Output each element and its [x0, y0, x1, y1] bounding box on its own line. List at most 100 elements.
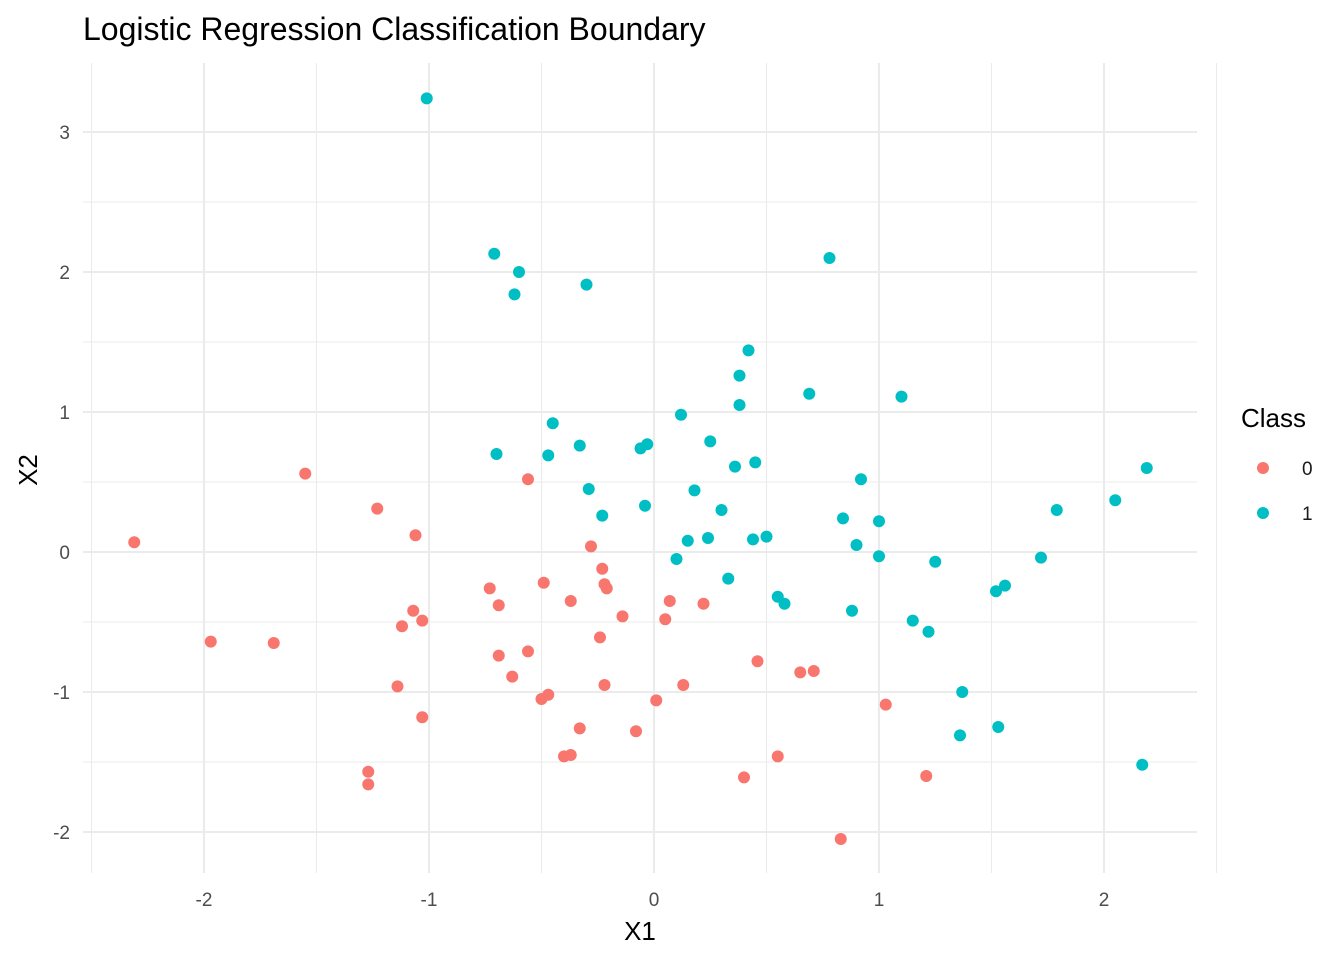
data-point-class-0	[794, 666, 807, 679]
data-point-class-1	[580, 278, 593, 291]
data-point-class-0	[362, 765, 375, 778]
data-point-class-1	[681, 534, 694, 547]
data-point-class-1	[546, 417, 559, 430]
data-point-class-0	[492, 649, 505, 662]
data-point-class-1	[990, 585, 1002, 598]
data-point-class-0	[879, 698, 892, 711]
data-point-class-0	[416, 711, 429, 724]
data-point-class-0	[362, 778, 375, 791]
y-tick-label: -2	[53, 823, 70, 844]
data-point-class-1	[992, 721, 1005, 733]
data-point-class-1	[1109, 494, 1122, 507]
data-point-class-1	[837, 512, 849, 525]
data-point-class-0	[407, 604, 420, 617]
data-point-class-0	[630, 725, 642, 738]
data-point-class-1	[850, 539, 863, 551]
x-tick-label: -1	[421, 890, 438, 911]
data-point-class-0	[677, 679, 690, 691]
data-point-class-0	[650, 694, 663, 707]
data-point-class-1	[513, 266, 525, 278]
data-point-class-0	[396, 620, 408, 633]
data-point-class-0	[596, 562, 609, 575]
data-point-class-1	[488, 247, 501, 260]
data-point-class-1	[999, 579, 1011, 592]
data-point-class-1	[634, 442, 647, 455]
data-points	[128, 92, 1153, 845]
data-point-class-1	[639, 499, 651, 512]
data-point-class-1	[906, 614, 919, 627]
data-point-class-1	[895, 390, 908, 403]
x-tick-label: 0	[649, 890, 660, 911]
data-point-class-1	[760, 530, 773, 543]
data-point-class-1	[729, 460, 741, 473]
data-point-class-1	[922, 625, 935, 638]
legend-key-class-0	[1257, 462, 1269, 474]
chart-title: Logistic Regression Classification Bound…	[83, 11, 706, 47]
data-point-class-1	[873, 515, 885, 528]
data-point-class-1	[733, 399, 746, 411]
data-point-class-0	[834, 833, 847, 845]
data-point-class-1	[702, 532, 714, 544]
data-point-class-0	[492, 599, 505, 612]
data-point-class-1	[688, 484, 701, 497]
data-point-class-1	[956, 686, 969, 698]
data-point-class-1	[733, 369, 746, 382]
data-point-class-1	[742, 344, 755, 357]
data-point-class-0	[573, 722, 586, 735]
data-point-class-0	[600, 582, 613, 595]
data-point-class-1	[542, 449, 555, 462]
data-point-class-0	[128, 536, 141, 549]
data-point-class-1	[1050, 504, 1063, 516]
y-tick-label: 1	[59, 403, 70, 424]
x-tick-label: 1	[874, 890, 885, 911]
data-point-class-1	[855, 473, 867, 486]
data-point-class-0	[267, 637, 280, 649]
data-point-class-1	[954, 729, 966, 742]
data-point-class-1	[803, 387, 816, 400]
data-point-class-1	[420, 92, 433, 105]
data-point-class-1	[1035, 551, 1047, 564]
data-point-class-0	[204, 635, 217, 648]
y-tick-label: 3	[59, 123, 70, 144]
x-tick-label: 2	[1099, 890, 1110, 911]
data-point-class-0	[659, 613, 672, 626]
data-point-class-0	[751, 655, 764, 668]
data-point-class-1	[1140, 462, 1153, 474]
y-tick-label: -1	[53, 683, 70, 704]
data-point-class-1	[490, 448, 503, 460]
data-point-class-0	[738, 771, 750, 784]
data-point-class-0	[391, 680, 404, 693]
data-point-class-0	[371, 502, 384, 515]
data-point-class-0	[522, 473, 534, 486]
data-point-class-0	[506, 670, 519, 683]
data-point-class-0	[564, 595, 577, 607]
y-tick-label: 0	[59, 543, 70, 564]
data-point-class-1	[1136, 758, 1149, 771]
data-point-class-1	[670, 553, 683, 565]
data-point-class-0	[594, 631, 606, 644]
y-axis-title: X2	[13, 454, 43, 486]
data-point-class-1	[675, 408, 687, 421]
data-point-class-1	[749, 456, 762, 469]
data-point-class-1	[582, 483, 595, 495]
data-point-class-1	[778, 597, 791, 610]
data-point-class-0	[585, 540, 597, 553]
data-point-class-0	[807, 665, 820, 677]
data-point-class-1	[823, 252, 836, 264]
x-tick-label: -2	[196, 890, 213, 911]
data-point-class-1	[873, 550, 885, 563]
data-point-class-0	[771, 750, 784, 763]
data-point-class-1	[715, 504, 728, 516]
data-point-class-0	[663, 595, 676, 607]
data-point-class-1	[929, 555, 942, 568]
data-point-class-0	[299, 467, 312, 480]
data-point-class-0	[409, 529, 422, 542]
data-point-class-0	[535, 693, 548, 705]
data-point-class-0	[598, 679, 611, 691]
legend-title: Class	[1241, 403, 1306, 433]
data-point-class-0	[483, 582, 496, 595]
axis-ticks: -2 -1 0 1 2 -2 -1 0 1 2 3	[53, 123, 1109, 911]
legend-key-class-1	[1257, 507, 1269, 519]
data-point-class-0	[522, 645, 534, 658]
data-point-class-0	[416, 614, 429, 627]
